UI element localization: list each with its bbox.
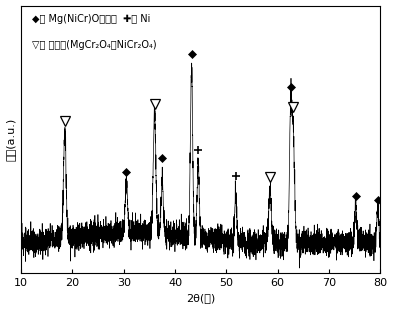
X-axis label: 2θ(度): 2θ(度) (186, 294, 215, 303)
Text: ▽： 尖晶石(MgCr₂O₄、NiCr₂O₄): ▽： 尖晶石(MgCr₂O₄、NiCr₂O₄) (32, 40, 156, 50)
Y-axis label: 强度(a.u.): 强度(a.u.) (6, 118, 16, 161)
Text: ◆： Mg(NiCr)O固溶体  ✚： Ni: ◆： Mg(NiCr)O固溶体 ✚： Ni (32, 14, 150, 23)
